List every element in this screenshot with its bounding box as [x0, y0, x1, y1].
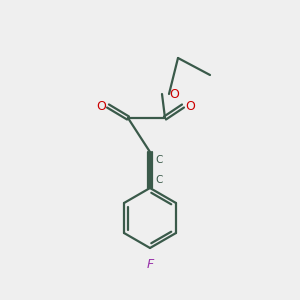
- Text: C: C: [155, 175, 162, 185]
- Text: O: O: [96, 100, 106, 112]
- Text: O: O: [185, 100, 195, 112]
- Text: O: O: [169, 88, 179, 100]
- Text: C: C: [155, 155, 162, 165]
- Text: F: F: [146, 258, 154, 271]
